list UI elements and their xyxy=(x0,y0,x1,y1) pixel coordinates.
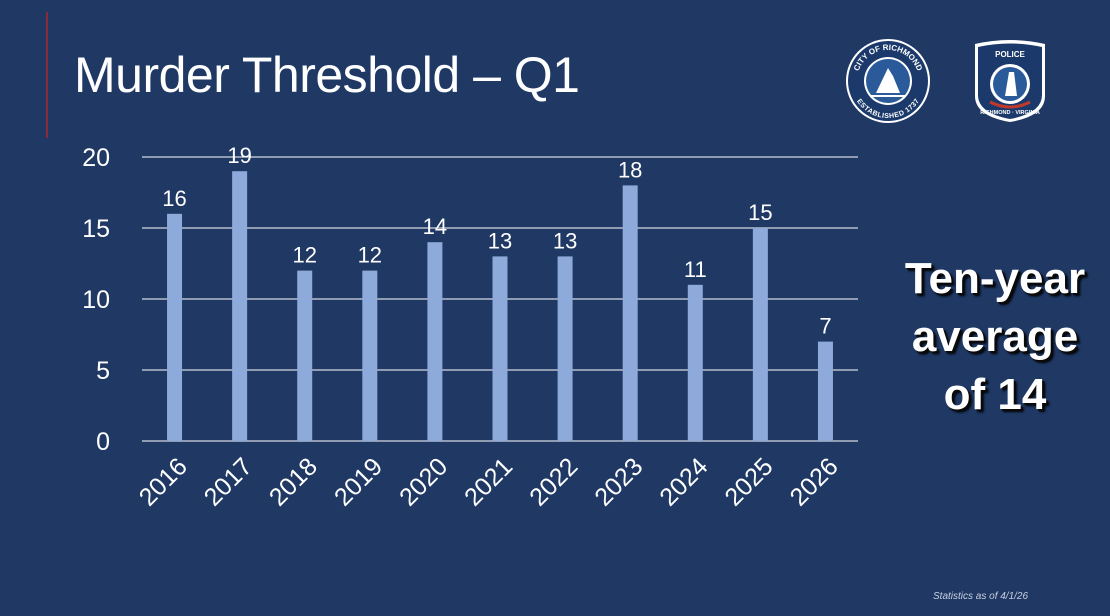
police-badge-top-text: POLICE xyxy=(995,50,1025,59)
data-label-2022: 13 xyxy=(553,228,577,253)
data-label-2025: 15 xyxy=(748,200,772,225)
y-tick-label: 0 xyxy=(96,428,110,456)
bar-2025 xyxy=(752,228,768,441)
data-label-2016: 16 xyxy=(162,186,186,211)
x-tick-label-2024: 2024 xyxy=(654,452,713,511)
statistics-footnote: Statistics as of 4/1/26 xyxy=(933,591,1029,602)
data-label-2017: 19 xyxy=(227,143,251,168)
x-tick-label-2019: 2019 xyxy=(329,452,388,511)
data-label-2026: 7 xyxy=(819,314,831,339)
bar-2020 xyxy=(427,242,443,441)
ten-year-average-callout: Ten-year average of 14 xyxy=(880,250,1110,424)
y-tick-label: 10 xyxy=(82,286,110,314)
x-tick-label-2020: 2020 xyxy=(394,452,453,511)
bar-2019 xyxy=(362,270,378,441)
data-label-2018: 12 xyxy=(292,243,316,268)
y-tick-label: 15 xyxy=(82,215,110,243)
police-badge-bottom-text: RICHMOND · VIRGINIA xyxy=(980,110,1040,116)
x-tick-label-2021: 2021 xyxy=(459,452,518,511)
x-tick-label-2026: 2026 xyxy=(785,452,844,511)
accent-line xyxy=(46,12,48,138)
bar-2023 xyxy=(622,185,638,441)
data-label-2020: 14 xyxy=(423,214,447,239)
callout-line-1: Ten-year xyxy=(904,254,1086,303)
callout-line-2: average xyxy=(911,312,1079,361)
bar-2016 xyxy=(167,213,183,441)
x-tick-label-2016: 2016 xyxy=(134,452,193,511)
x-tick-label-2023: 2023 xyxy=(589,452,648,511)
bar-2017 xyxy=(232,171,248,441)
city-of-richmond-seal: CITY OF RICHMOND ESTABLISHED 1737 xyxy=(846,39,930,123)
slide-title: Murder Threshold – Q1 xyxy=(74,47,580,103)
bar-2024 xyxy=(687,284,703,441)
x-tick-label-2018: 2018 xyxy=(264,452,323,511)
x-tick-label-2025: 2025 xyxy=(719,452,778,511)
x-tick-label-2017: 2017 xyxy=(199,452,258,511)
x-tick-label-2022: 2022 xyxy=(524,452,583,511)
bar-2018 xyxy=(297,270,313,441)
bar-2021 xyxy=(492,256,508,441)
y-tick-label: 5 xyxy=(96,357,110,385)
bar-2022 xyxy=(557,256,573,441)
data-label-2019: 12 xyxy=(358,243,382,268)
y-tick-label: 20 xyxy=(82,144,110,172)
data-label-2023: 18 xyxy=(618,157,642,182)
data-label-2021: 13 xyxy=(488,228,512,253)
bar-2026 xyxy=(817,341,833,441)
richmond-police-badge: POLICE RICHMOND · VIRGINIA xyxy=(975,40,1045,122)
callout-line-3: of 14 xyxy=(943,370,1047,419)
data-label-2024: 11 xyxy=(684,257,707,282)
